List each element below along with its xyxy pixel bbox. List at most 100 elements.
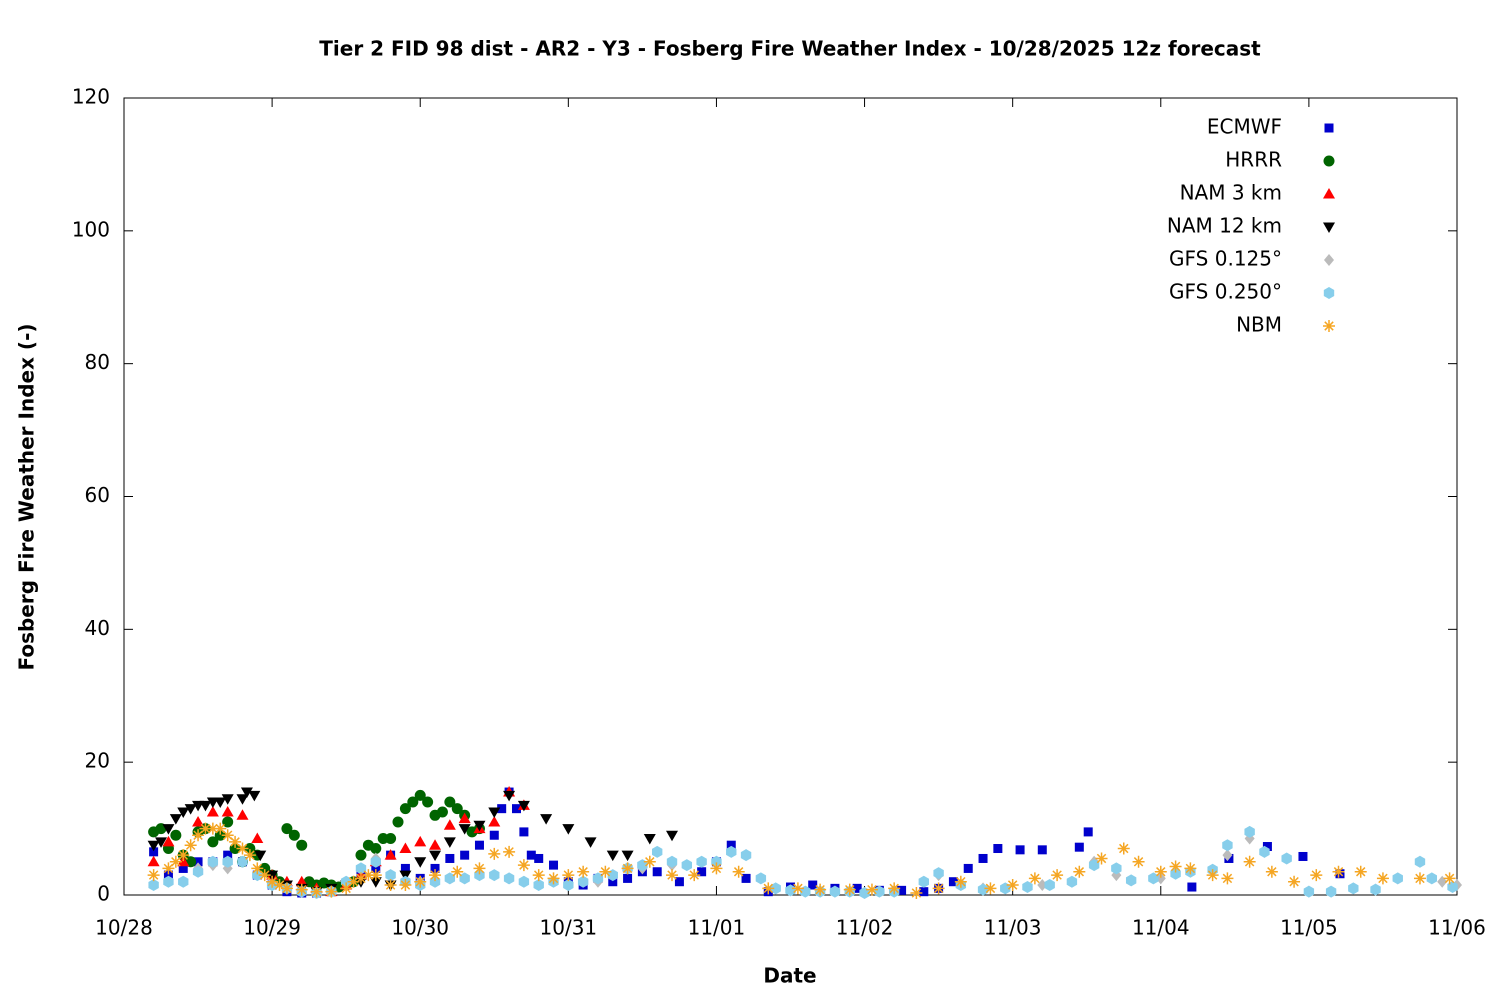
data-point: [451, 803, 463, 815]
data-point: [384, 879, 397, 892]
data-point: [1083, 827, 1093, 837]
data-point: [1265, 865, 1278, 878]
data-point: [184, 804, 197, 815]
data-point: [163, 870, 173, 880]
data-point: [534, 853, 544, 863]
data-point: [443, 837, 456, 848]
data-point: [199, 800, 212, 812]
data-point: [517, 800, 530, 812]
data-point: [355, 849, 367, 861]
data-point: [392, 816, 404, 828]
data-point: [310, 885, 323, 898]
data-point: [429, 839, 442, 850]
data-point: [608, 877, 618, 887]
data-point: [1051, 869, 1064, 882]
data-point: [178, 875, 189, 888]
data-point: [414, 835, 427, 847]
legend-label: GFS 0.250°: [1169, 280, 1282, 304]
data-point: [518, 875, 530, 888]
data-point: [355, 862, 367, 875]
data-point: [519, 827, 529, 837]
data-point: [652, 867, 662, 877]
data-point: [1332, 865, 1345, 878]
data-point: [436, 806, 448, 818]
data-point: [1154, 865, 1167, 878]
data-point: [1044, 879, 1055, 892]
data-point: [236, 809, 249, 820]
data-point: [532, 869, 545, 882]
x-tick-label: 11/05: [1280, 916, 1338, 940]
data-point: [791, 882, 804, 895]
data-point: [526, 850, 536, 860]
data-point: [488, 807, 501, 818]
data-point: [785, 884, 796, 897]
data-point: [503, 845, 516, 858]
legend-label: GFS 0.125°: [1169, 247, 1282, 271]
chart-title: Tier 2 FID 98 dist - AR2 - Y3 - Fosberg …: [319, 37, 1261, 61]
data-point: [162, 835, 175, 847]
data-point: [221, 805, 234, 817]
data-point: [273, 879, 286, 892]
data-point: [163, 875, 174, 888]
data-point: [697, 867, 707, 877]
y-tick-label: 0: [97, 882, 110, 906]
data-point: [430, 863, 440, 873]
data-point: [1298, 851, 1308, 861]
data-point: [177, 807, 190, 818]
legend-marker: [1323, 188, 1335, 199]
data-point: [444, 872, 456, 885]
data-point: [399, 803, 411, 815]
data-point: [517, 859, 530, 872]
data-point: [192, 815, 205, 827]
data-point: [385, 833, 397, 845]
legend-marker: [1324, 254, 1334, 266]
data-point: [384, 849, 397, 860]
data-point: [1259, 845, 1270, 858]
data-point: [280, 882, 293, 895]
data-point: [808, 880, 818, 890]
data-point: [497, 804, 507, 814]
data-point: [606, 850, 619, 862]
data-point: [414, 875, 427, 888]
data-point: [1148, 872, 1159, 885]
data-point: [445, 853, 455, 863]
data-point: [221, 829, 234, 842]
data-point: [726, 845, 737, 858]
data-point: [1088, 859, 1100, 872]
legend-label: ECMWF: [1207, 115, 1282, 139]
data-point: [147, 840, 160, 852]
data-point: [1222, 839, 1233, 852]
legend-marker: [1324, 123, 1334, 133]
data-point: [1376, 872, 1389, 885]
data-point: [1414, 855, 1426, 868]
x-tick-label: 11/06: [1428, 916, 1486, 940]
data-point: [1243, 855, 1256, 868]
data-point: [1392, 872, 1403, 885]
data-point: [229, 835, 242, 848]
data-point: [254, 850, 267, 862]
data-point: [592, 872, 604, 885]
data-point: [1187, 882, 1197, 892]
legend-label: HRRR: [1225, 148, 1282, 172]
data-point: [1111, 862, 1122, 875]
x-tick-label: 11/02: [836, 916, 894, 940]
data-point: [193, 857, 203, 867]
data-point: [1303, 885, 1315, 898]
data-point: [549, 860, 559, 870]
data-point: [503, 790, 516, 802]
data-point: [562, 824, 575, 835]
data-point: [1125, 874, 1137, 887]
data-point: [503, 872, 515, 885]
data-point: [643, 834, 656, 845]
data-point: [888, 882, 901, 895]
x-tick-label: 11/04: [1132, 916, 1190, 940]
data-point: [1370, 883, 1381, 896]
data-point: [295, 883, 308, 896]
data-point: [674, 877, 684, 887]
data-point: [993, 844, 1003, 854]
data-point: [370, 843, 382, 855]
data-point: [1022, 881, 1033, 894]
y-tick-label: 80: [85, 350, 110, 374]
data-point: [362, 869, 375, 882]
